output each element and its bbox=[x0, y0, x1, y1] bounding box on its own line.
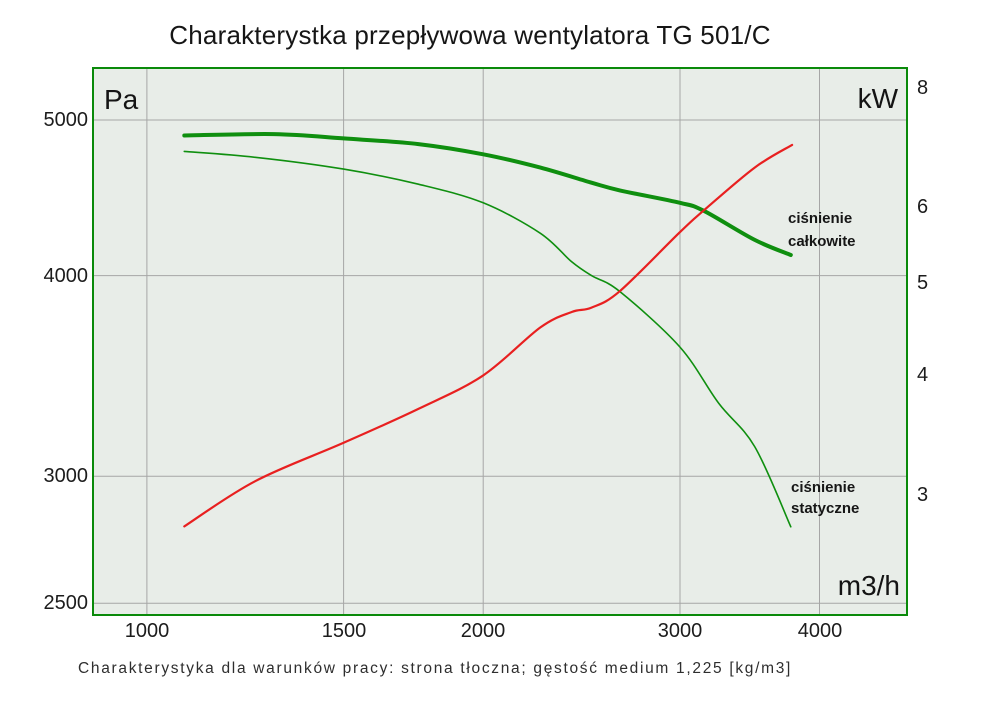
y-left-tick-4000: 4000 bbox=[43, 265, 89, 287]
y-right-tick-4: 4 bbox=[917, 364, 929, 386]
chart-caption: Charakterystyka dla warunków pracy: stro… bbox=[78, 660, 793, 677]
static-pressure-curve-label: ciśnienie statyczne bbox=[791, 477, 859, 519]
y-right-tick-3: 3 bbox=[917, 484, 929, 506]
static-pressure-label-line2: statyczne bbox=[791, 500, 860, 517]
static-pressure-label-line1: ciśnienie bbox=[791, 479, 856, 496]
y-right-tick-5: 5 bbox=[917, 272, 929, 294]
y-left-tick-3000: 3000 bbox=[43, 465, 89, 487]
x-axis-unit-label: m3/h bbox=[837, 570, 900, 601]
x-tick-1000: 1000 bbox=[124, 620, 170, 642]
x-tick-2000: 2000 bbox=[460, 620, 506, 642]
total-pressure-label-line1: ciśnienie bbox=[788, 210, 853, 227]
right-axis-unit-label: kW bbox=[857, 83, 898, 114]
total-pressure-label-line2: całkowite bbox=[788, 233, 856, 250]
x-tick-1500: 1500 bbox=[321, 620, 367, 642]
y-right-tick-8: 8 bbox=[917, 77, 929, 99]
total-pressure-curve-label: ciśnienie całkowite bbox=[788, 207, 856, 253]
plot-area bbox=[92, 67, 908, 616]
left-axis-unit-label: Pa bbox=[104, 84, 139, 115]
x-tick-3000: 3000 bbox=[657, 620, 703, 642]
y-left-tick-5000: 5000 bbox=[43, 109, 89, 131]
y-left-tick-2500: 2500 bbox=[43, 592, 89, 614]
x-tick-4000: 4000 bbox=[797, 620, 843, 642]
y-right-tick-6: 6 bbox=[917, 196, 929, 218]
chart-title: Charakterystka przepływowa wentylatora T… bbox=[169, 20, 771, 50]
